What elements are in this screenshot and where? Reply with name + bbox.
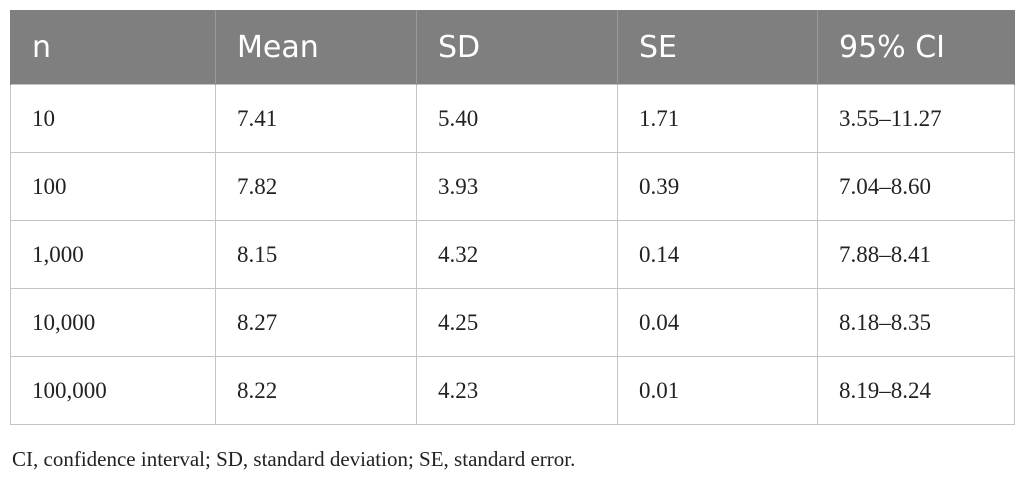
header-sd: SD xyxy=(416,10,618,85)
cell-se: 0.04 xyxy=(617,288,818,357)
cell-n: 10 xyxy=(10,84,216,153)
header-n: n xyxy=(10,10,216,85)
table-row: 10 7.41 5.40 1.71 3.55–11.27 xyxy=(10,84,1015,153)
cell-ci: 7.88–8.41 xyxy=(817,220,1015,289)
cell-se: 0.14 xyxy=(617,220,818,289)
cell-se: 0.39 xyxy=(617,152,818,221)
cell-sd: 4.23 xyxy=(416,356,618,425)
table-row: 1,000 8.15 4.32 0.14 7.88–8.41 xyxy=(10,220,1015,289)
cell-n: 100 xyxy=(10,152,216,221)
table-row: 10,000 8.27 4.25 0.04 8.18–8.35 xyxy=(10,288,1015,357)
data-table-container: n Mean SD SE 95% CI 10 7.41 5.40 1.71 3.… xyxy=(10,10,1015,425)
cell-sd: 5.40 xyxy=(416,84,618,153)
table-row: 100,000 8.22 4.23 0.01 8.19–8.24 xyxy=(10,356,1015,425)
cell-ci: 3.55–11.27 xyxy=(817,84,1015,153)
header-mean: Mean xyxy=(215,10,417,85)
cell-mean: 8.27 xyxy=(215,288,417,357)
table-row: 100 7.82 3.93 0.39 7.04–8.60 xyxy=(10,152,1015,221)
cell-ci: 8.19–8.24 xyxy=(817,356,1015,425)
cell-n: 1,000 xyxy=(10,220,216,289)
cell-sd: 4.25 xyxy=(416,288,618,357)
table-header-row: n Mean SD SE 95% CI xyxy=(10,10,1015,85)
statistics-table: n Mean SD SE 95% CI 10 7.41 5.40 1.71 3.… xyxy=(10,10,1015,425)
cell-mean: 7.41 xyxy=(215,84,417,153)
cell-sd: 4.32 xyxy=(416,220,618,289)
cell-mean: 8.22 xyxy=(215,356,417,425)
cell-se: 0.01 xyxy=(617,356,818,425)
cell-mean: 7.82 xyxy=(215,152,417,221)
cell-mean: 8.15 xyxy=(215,220,417,289)
table-footnote: CI, confidence interval; SD, standard de… xyxy=(12,447,576,471)
cell-ci: 7.04–8.60 xyxy=(817,152,1015,221)
cell-se: 1.71 xyxy=(617,84,818,153)
cell-n: 100,000 xyxy=(10,356,216,425)
cell-ci: 8.18–8.35 xyxy=(817,288,1015,357)
header-ci: 95% CI xyxy=(817,10,1015,85)
cell-n: 10,000 xyxy=(10,288,216,357)
header-se: SE xyxy=(617,10,818,85)
cell-sd: 3.93 xyxy=(416,152,618,221)
